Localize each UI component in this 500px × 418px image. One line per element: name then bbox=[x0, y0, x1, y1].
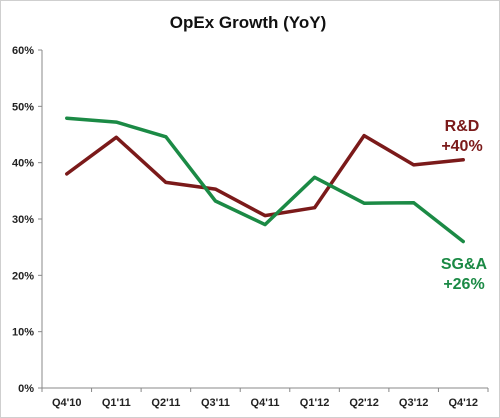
series-annotation: R&D bbox=[445, 118, 480, 135]
y-tick-label: 60% bbox=[12, 45, 34, 57]
y-tick-label: 50% bbox=[12, 101, 34, 113]
data-point bbox=[263, 223, 267, 227]
data-point bbox=[213, 199, 217, 203]
y-tick-label: 10% bbox=[12, 327, 34, 339]
series-line-sga bbox=[65, 116, 465, 244]
y-tick-label: 30% bbox=[12, 214, 34, 226]
data-point bbox=[313, 175, 317, 179]
data-point bbox=[164, 180, 168, 184]
x-tick-label: Q1'12 bbox=[300, 397, 330, 409]
x-tick-label: Q2'11 bbox=[151, 397, 180, 409]
data-point bbox=[164, 135, 168, 139]
y-tick-label: 20% bbox=[12, 270, 34, 282]
data-point bbox=[362, 201, 366, 205]
x-tick-label: Q4'10 bbox=[52, 397, 82, 409]
data-point bbox=[213, 187, 217, 191]
x-tick-label: Q4'11 bbox=[251, 397, 280, 409]
data-point bbox=[461, 158, 465, 162]
x-tick-label: Q3'12 bbox=[399, 397, 429, 409]
x-tick-label: Q4'12 bbox=[448, 397, 478, 409]
data-point bbox=[114, 120, 118, 124]
data-point bbox=[412, 201, 416, 205]
data-point bbox=[65, 116, 69, 120]
series-annotation: +26% bbox=[443, 276, 484, 293]
y-tick-label: 0% bbox=[18, 383, 34, 395]
series-annotation: +40% bbox=[441, 138, 482, 155]
data-point bbox=[461, 240, 465, 244]
data-point bbox=[412, 163, 416, 167]
series-labels: R&D +40% SG&A +26% bbox=[441, 118, 488, 293]
x-tick-label: Q3'11 bbox=[201, 397, 230, 409]
series-annotation: SG&A bbox=[441, 256, 488, 273]
data-point bbox=[263, 214, 267, 218]
x-tick-label: Q2'12 bbox=[349, 397, 379, 409]
data-point bbox=[313, 206, 317, 210]
axes: 0% 10% 20% 30% 40% 50% 60% Q4'10 Q1'11 Q2'11 Q3'11… bbox=[12, 45, 489, 409]
data-point bbox=[65, 172, 69, 176]
y-tick-label: 40% bbox=[12, 158, 34, 170]
series-lines bbox=[65, 116, 465, 244]
data-point bbox=[114, 135, 118, 139]
chart-title: OpEx Growth (YoY) bbox=[170, 13, 326, 32]
x-tick-label: Q1'11 bbox=[102, 397, 131, 409]
data-point bbox=[362, 134, 366, 138]
